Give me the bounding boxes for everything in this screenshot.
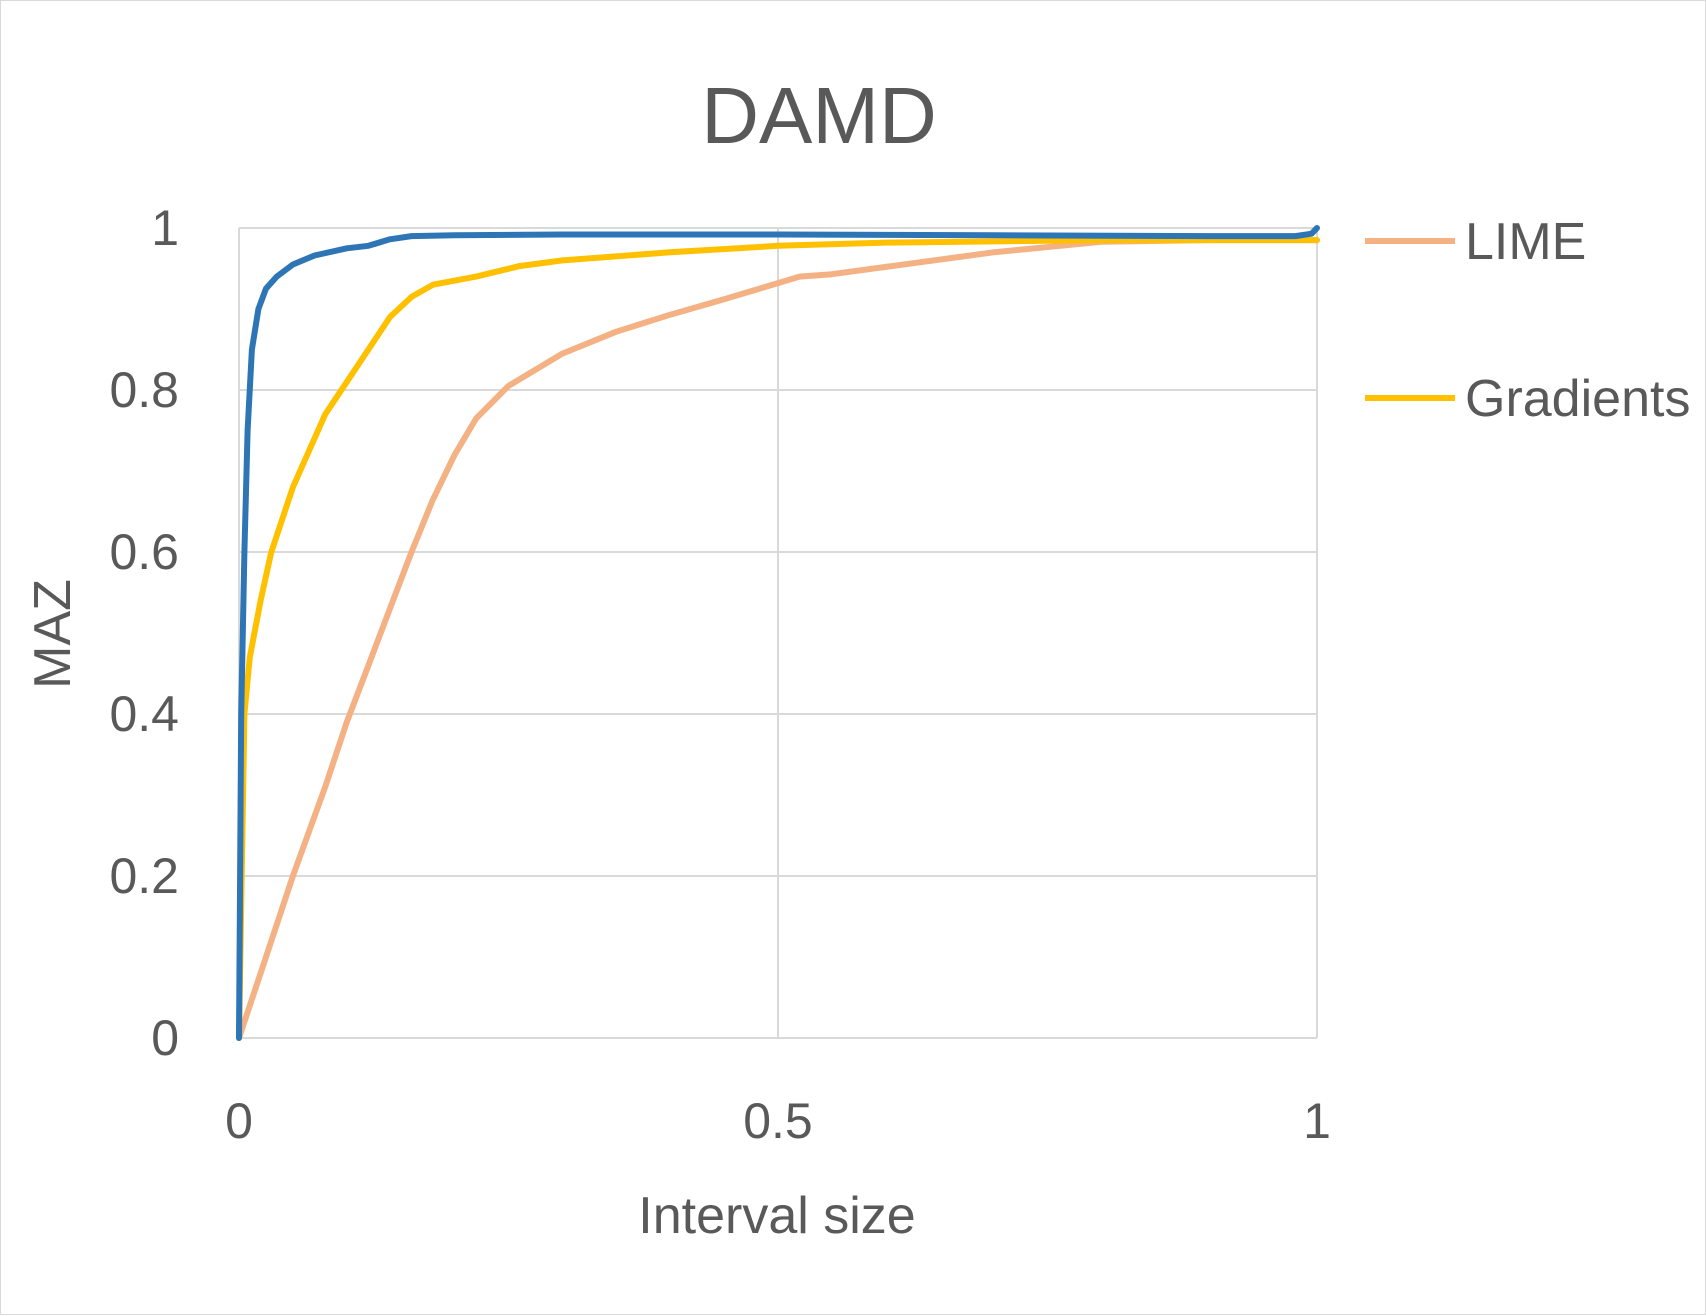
series-line-unnamed [236,225,1320,1041]
x-axis-label: Interval size [638,1187,915,1245]
y-tick-label: 0.4 [109,686,179,742]
y-tick-label: 0.6 [109,524,179,580]
legend: LIME Gradients [1365,213,1690,428]
y-tick-label: 1 [151,200,179,256]
chart-title: DAMD [701,71,937,160]
legend-label: LIME [1465,213,1586,271]
series-line-gradients [236,237,1320,1041]
x-tick-label: 0 [225,1093,253,1149]
y-tick-label: 0 [151,1010,179,1066]
grid [238,227,1318,1039]
x-axis-ticks: 0 0.5 1 [225,1093,1331,1149]
x-tick-label: 1 [1303,1093,1331,1149]
y-axis-ticks: 0 0.2 0.4 0.6 0.8 1 [109,200,179,1066]
y-tick-label: 0.2 [109,848,179,904]
legend-label: Gradients [1465,370,1690,428]
y-tick-label: 0.8 [109,362,179,418]
y-axis-label: MAZ [24,579,82,689]
series-line-lime [236,237,1320,1041]
series-lines [236,225,1320,1041]
x-tick-label: 0.5 [743,1093,813,1149]
